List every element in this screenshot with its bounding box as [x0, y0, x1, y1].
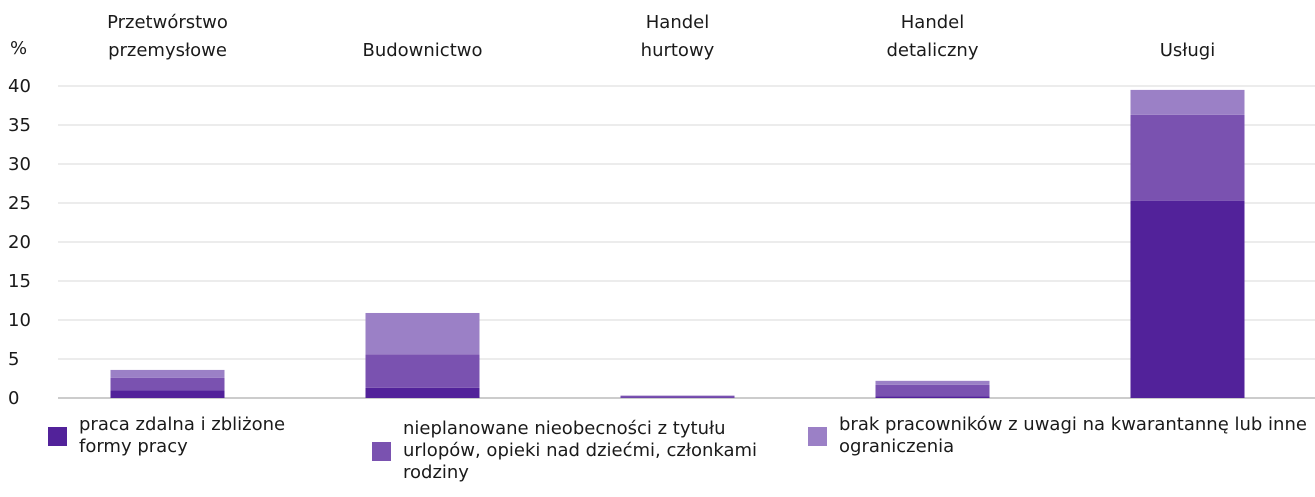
- legend-item: praca zdalna i zbliżone formy pracy: [48, 414, 318, 458]
- x-tick-label: Handel hurtowy: [641, 12, 715, 61]
- bar-segment: [875, 384, 990, 397]
- y-tick-label: 25: [8, 193, 31, 214]
- legend-item: brak pracowników z uwagi na kwarantannę …: [808, 414, 1308, 458]
- bar-segment: [1130, 200, 1245, 398]
- bar-segment: [365, 387, 480, 398]
- legend-swatch: [48, 426, 67, 446]
- chart: % 0 5 10 15 20 25 30 35 40 Przetwórstwo przemysłow…: [8, 12, 1315, 409]
- bar-segment: [110, 377, 225, 391]
- bar-segment: [110, 369, 225, 378]
- y-axis-label: %: [10, 38, 27, 59]
- y-tick-label: 40: [8, 76, 31, 97]
- bar-segment: [875, 380, 990, 385]
- y-tick-label: 30: [8, 154, 31, 175]
- legend-label: brak pracowników z uwagi na kwarantannę …: [839, 414, 1307, 457]
- y-tick-label: 20: [8, 232, 31, 253]
- x-tick-label: Budownictwo: [362, 40, 482, 61]
- legend-label: nieplanowane nieobecności z tytułu urlop…: [403, 418, 758, 483]
- bar-segment: [110, 390, 225, 398]
- legend-label: praca zdalna i zbliżone formy pracy: [79, 414, 286, 457]
- bar-segment: [875, 396, 990, 398]
- bar-segment: [365, 312, 480, 355]
- legend-item: nieplanowane nieobecności z tytułu urlop…: [372, 418, 782, 484]
- legend-swatch: [372, 441, 391, 461]
- y-tick-label: 10: [8, 310, 31, 331]
- bar-segment: [620, 395, 735, 398]
- bar-segment: [1130, 89, 1245, 115]
- x-tick-label: Usługi: [1160, 40, 1216, 61]
- y-tick-label: 15: [8, 271, 31, 292]
- y-tick-label: 5: [8, 349, 19, 370]
- x-tick-label: Handel detaliczny: [887, 12, 979, 61]
- bar-segment: [365, 354, 480, 388]
- x-tick-label: Przetwórstwo przemysłowe: [107, 12, 228, 61]
- bar-segment: [620, 397, 735, 398]
- legend-swatch: [808, 426, 827, 446]
- y-tick-label: 0: [8, 388, 19, 409]
- y-tick-label: 35: [8, 115, 31, 136]
- bar-segment: [1130, 114, 1245, 201]
